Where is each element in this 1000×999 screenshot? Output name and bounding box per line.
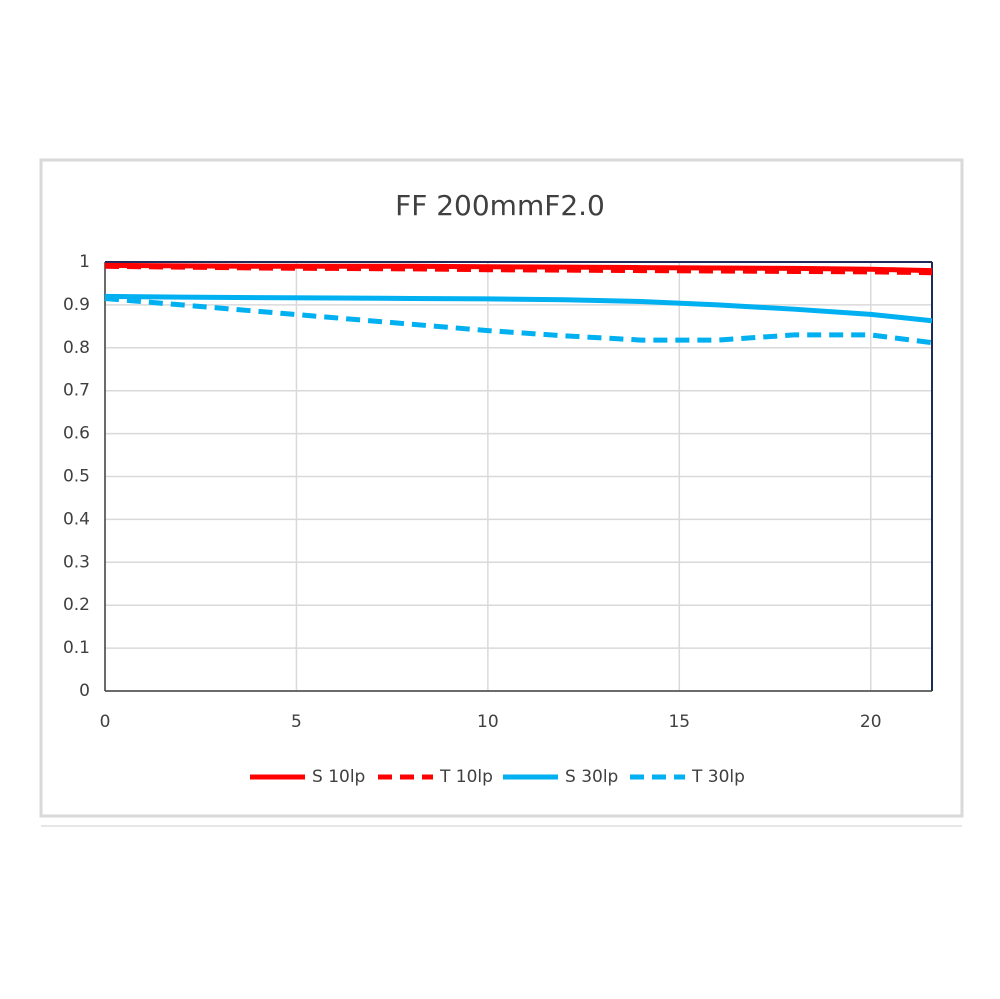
x-tick-label: 0 [100, 712, 111, 732]
legend-label: S 30lp [565, 767, 618, 787]
x-tick-label: 10 [477, 712, 499, 732]
series-line [104, 293, 933, 324]
chart-frame [39, 158, 964, 818]
legend-label: T 10lp [439, 767, 493, 787]
chart-title: FF 200mmF2.0 [395, 189, 605, 222]
y-tick-label: 0.9 [63, 295, 90, 315]
x-tick-label: 15 [668, 712, 690, 732]
x-tick-label: 5 [291, 712, 302, 732]
y-tick-label: 0.1 [63, 638, 90, 658]
y-tick-label: 0.3 [63, 552, 90, 572]
x-tick-label: 20 [860, 712, 882, 732]
y-tick-label: 0.6 [63, 424, 90, 444]
y-tick-label: 0 [79, 681, 90, 701]
y-tick-label: 0.7 [63, 381, 90, 401]
y-tick-label: 0.4 [63, 509, 90, 529]
y-tick-label: 0.8 [63, 338, 90, 358]
series-line [104, 263, 933, 276]
legend-label: T 30lp [691, 767, 745, 787]
legend-label: S 10lp [312, 767, 365, 787]
y-tick-label: 1 [79, 252, 90, 272]
series-line [104, 295, 933, 346]
y-tick-label: 0.5 [63, 467, 90, 487]
y-tick-label: 0.2 [63, 595, 90, 615]
